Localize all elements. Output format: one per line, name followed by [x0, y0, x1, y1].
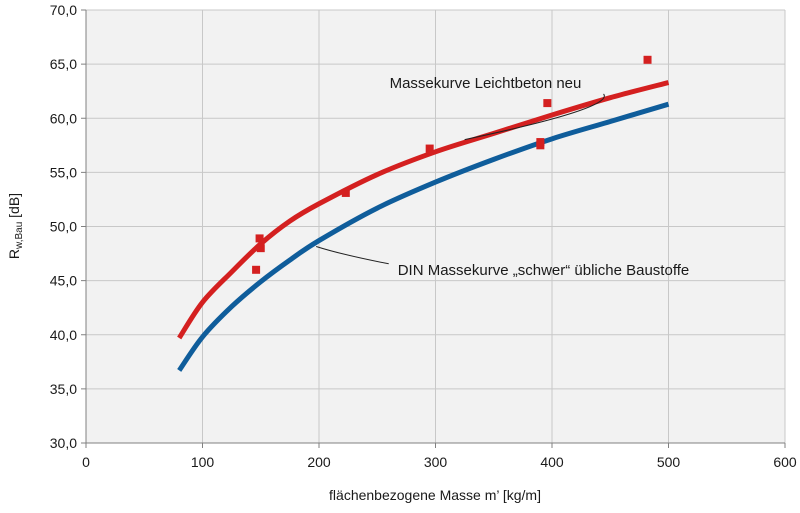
x-tick-label: 400 [540, 454, 564, 470]
y-tick-label: 30,0 [50, 435, 77, 451]
x-tick-label: 200 [307, 454, 331, 470]
data-point [543, 99, 552, 108]
data-points [252, 55, 652, 274]
data-point [252, 265, 261, 274]
data-point [643, 55, 652, 64]
y-axis-title-main: R [6, 249, 22, 259]
y-tick-label: 65,0 [50, 56, 77, 72]
data-point [341, 188, 350, 197]
series-line-din [177, 101, 670, 372]
y-axis-title-sub: w,Bau [14, 222, 25, 250]
data-point [536, 138, 545, 147]
annotation-din: DIN Massekurve „schwer“ übliche Baustoff… [398, 262, 690, 279]
y-tick-label: 60,0 [50, 110, 77, 126]
y-axis-title: Rw,Bau [dB] [6, 193, 25, 259]
annotation-leader-line [316, 245, 389, 265]
y-tick-label: 40,0 [50, 327, 77, 343]
data-point [425, 144, 434, 153]
y-tick-label: 50,0 [50, 219, 77, 235]
annotation-leader-line [464, 93, 605, 141]
x-tick-label: 0 [82, 454, 90, 470]
y-tick-label: 45,0 [50, 273, 77, 289]
y-tick-label: 35,0 [50, 381, 77, 397]
x-tick-label: 100 [191, 454, 215, 470]
data-point [255, 234, 264, 243]
data-point [256, 244, 265, 253]
tick-labels: 30,0 35,0 40,0 45,0 50,0 55,0 60,0 65,0 70,0 0 100… [50, 2, 797, 470]
axes [81, 9, 786, 448]
y-tick-label: 55,0 [50, 164, 77, 180]
x-tick-label: 300 [424, 454, 448, 470]
x-tick-label: 500 [657, 454, 681, 470]
annotation-leichtbeton: Massekurve Leichtbeton neu [390, 75, 582, 92]
y-axis-title-unit: [dB] [6, 193, 22, 222]
x-axis-title: flächenbezogene Masse m’ [kg/m] [329, 487, 541, 503]
y-tick-label: 70,0 [50, 2, 77, 18]
annotations: Massekurve Leichtbeton neu DIN Massekurve… [316, 75, 689, 279]
x-tick-label: 600 [773, 454, 797, 470]
